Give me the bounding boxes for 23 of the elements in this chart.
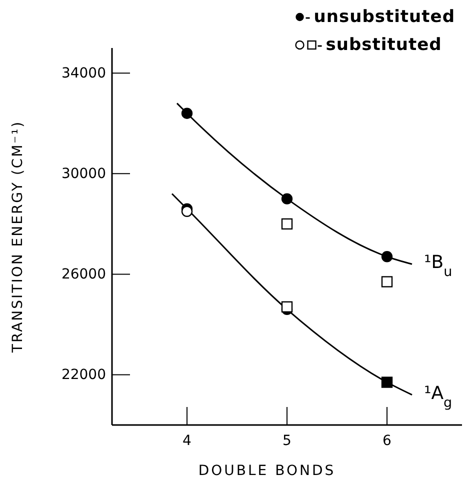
annotation: ¹A$_{g}$ [424,382,452,411]
point [281,193,293,204]
legend-label: unsubstituted [314,7,455,27]
annotation: ¹B$_{u}$ [424,252,452,280]
y-axis-title: TRANSITION ENERGY (CM⁻¹) [10,120,26,354]
x-tick-label: 5 [282,432,292,449]
y-tick-label: 26000 [61,266,106,283]
line-series [176,102,413,265]
point [281,218,293,230]
y-tick-label: 22000 [61,367,106,384]
x-axis-title: DOUBLE BONDS [198,463,336,479]
point [181,108,193,119]
point [381,276,393,288]
x-tick-label: 4 [182,432,192,449]
point [381,251,393,262]
y-tick-label: 30000 [61,166,106,182]
point [181,206,193,217]
point [281,301,293,312]
point [381,376,393,388]
line-series [171,193,413,396]
legend-label: substituted [326,35,442,55]
x-tick-label: 6 [382,432,392,449]
y-tick-label: 34000 [61,66,106,82]
